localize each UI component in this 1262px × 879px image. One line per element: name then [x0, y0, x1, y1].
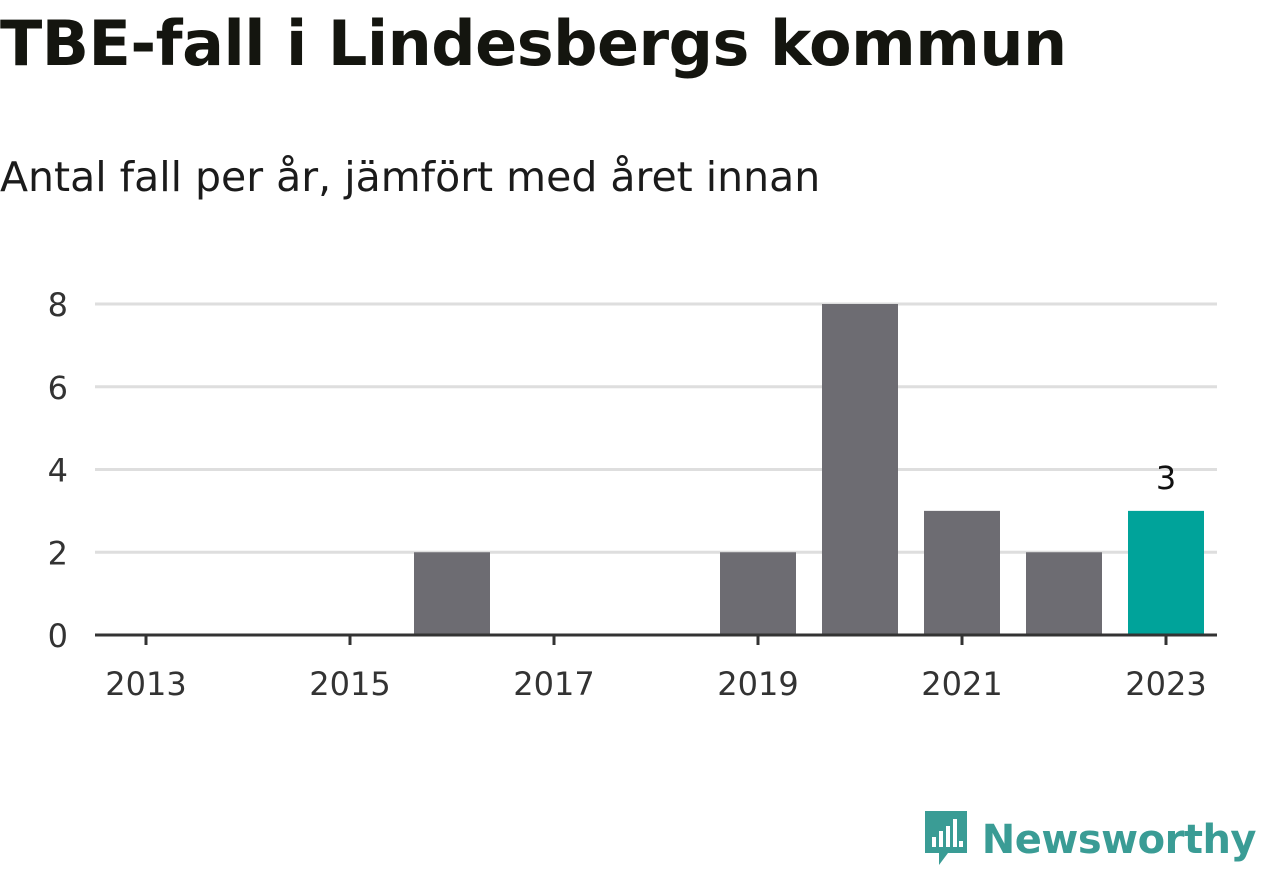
bar-2020	[822, 304, 898, 635]
x-tick-label: 2021	[921, 665, 1002, 703]
y-tick-label: 6	[48, 369, 68, 407]
bar-2021	[924, 510, 1000, 635]
x-tick-label: 2013	[105, 665, 186, 703]
gridlines	[95, 302, 1217, 554]
x-tick-label: 2023	[1125, 665, 1206, 703]
x-tick-label: 2019	[717, 665, 798, 703]
page-title: TBE-fall i Lindesbergs kommun	[0, 7, 1067, 80]
x-tick-label: 2017	[513, 665, 594, 703]
bar-2022	[1026, 552, 1102, 635]
y-tick-label: 4	[48, 452, 68, 490]
chart-subtitle: Antal fall per år, jämfört med året inna…	[0, 153, 821, 201]
x-axis	[95, 633, 1217, 645]
newsworthy-logo-icon	[922, 809, 970, 871]
bar-chart: 0 2 4 6 8 2013 2015 2017 2019 2021 2023 3	[48, 286, 1217, 703]
brand-name: Newsworthy	[981, 817, 1257, 863]
y-tick-label: 0	[48, 617, 68, 655]
newsworthy-brand: Newsworthy	[922, 809, 1257, 871]
bars	[414, 304, 1204, 635]
bar-2023	[1128, 510, 1204, 635]
bar-2016	[414, 552, 490, 635]
bar-2019	[720, 552, 796, 635]
labels: 0 2 4 6 8 2013 2015 2017 2019 2021 2023 3	[48, 286, 1207, 703]
data-label: 3	[1156, 459, 1176, 497]
y-tick-label: 2	[48, 534, 68, 572]
x-tick-label: 2015	[309, 665, 390, 703]
y-tick-label: 8	[48, 286, 68, 324]
